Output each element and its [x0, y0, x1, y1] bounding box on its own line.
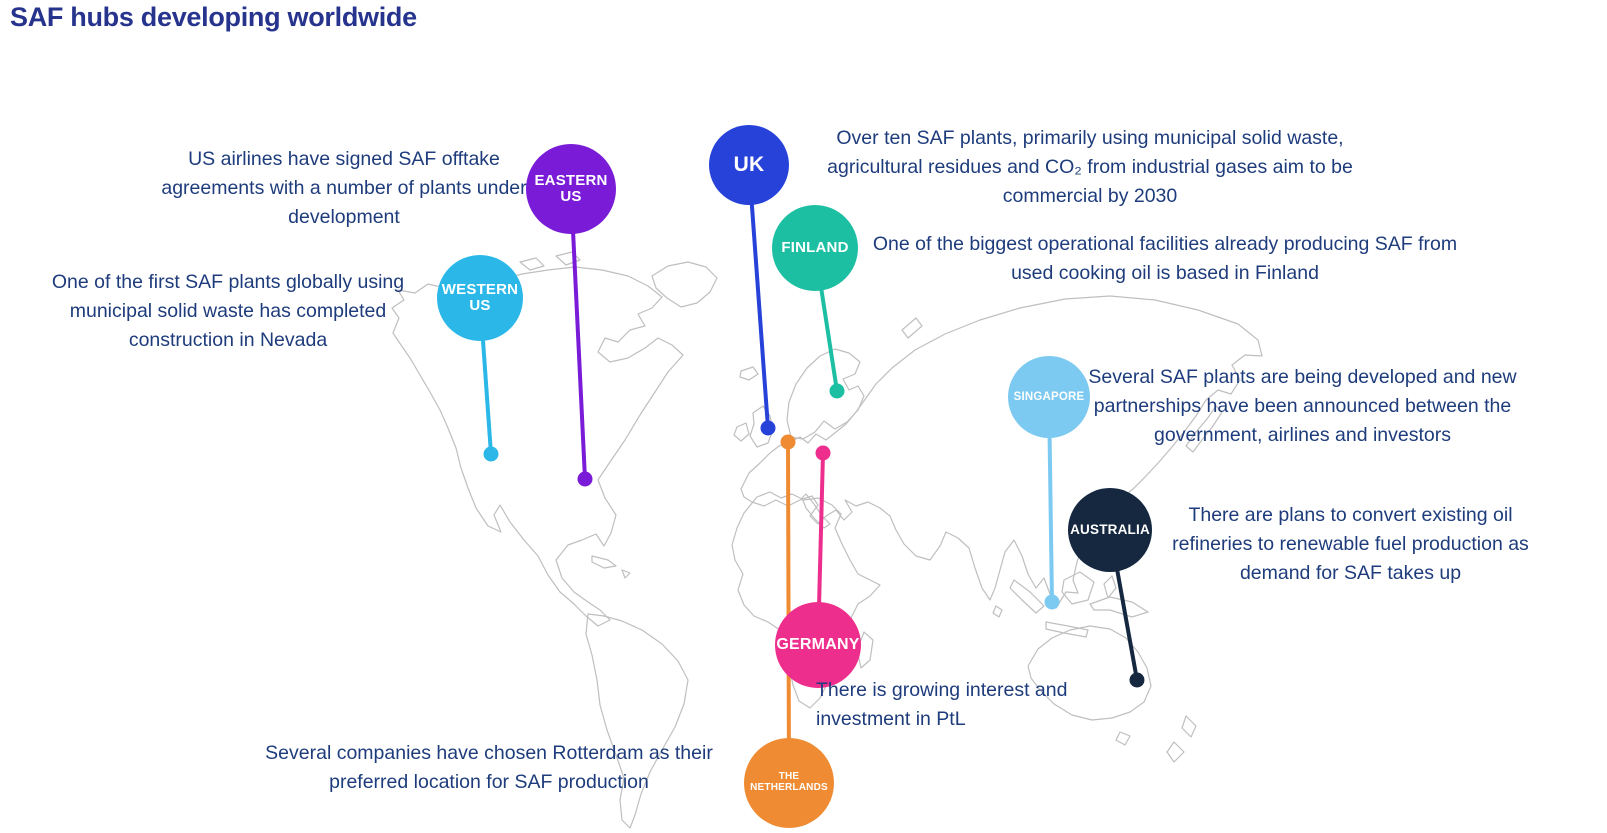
- map-dot-germany: [815, 445, 831, 461]
- hub-bubble-uk: UK: [709, 125, 789, 205]
- hub-bubble-western-us: WESTERN US: [437, 255, 523, 341]
- hub-bubble-netherlands: THE NETHERLANDS: [744, 738, 834, 828]
- hub-map-dots: [483, 383, 1145, 688]
- hub-description-uk: Over ten SAF plants, primarily using mun…: [827, 127, 1353, 207]
- map-dot-western-us: [483, 446, 499, 462]
- landmass-italy: [801, 493, 831, 529]
- hub-description-finland: One of the biggest operational facilitie…: [872, 233, 1458, 284]
- landmass-new-zealand: [1166, 715, 1197, 763]
- landmass-new-guinea: [1089, 596, 1149, 618]
- page-title: SAF hubs developing worldwide: [10, 2, 417, 32]
- landmass-eurasia: [740, 295, 1263, 609]
- hub-bubble-finland: FINLAND: [772, 205, 858, 291]
- map-dot-australia: [1129, 672, 1145, 688]
- map-dot-netherlands: [780, 434, 796, 450]
- landmass-japan: [1185, 405, 1223, 453]
- stem-eastern-us: [569, 188, 587, 480]
- hub-bubble-singapore: SINGAPORE: [1008, 356, 1090, 438]
- hub-description-eastern-us: US airlines have signed SAF offtake agre…: [161, 148, 527, 228]
- landmass-novaya-zemlya: [901, 317, 923, 339]
- landmass-south-america: [585, 613, 689, 829]
- hub-description-australia: There are plans to convert existing oil …: [1172, 504, 1529, 584]
- hub-description-singapore: Several SAF plants are being developed a…: [1088, 366, 1517, 446]
- map-dot-singapore: [1044, 594, 1060, 610]
- landmass-greenland: [651, 261, 759, 381]
- landmass-australia: [1027, 625, 1152, 746]
- hub-bubble-germany: GERMANY: [775, 602, 861, 688]
- landmass-madagascar: [856, 605, 1003, 669]
- landmass-southeast-asia-islands: [1009, 531, 1125, 638]
- hub-bubble-australia: AUSTRALIA: [1068, 488, 1152, 572]
- landmass-scandinavia: [786, 348, 865, 440]
- hub-description-western-us: One of the first SAF plants globally usi…: [51, 271, 405, 351]
- map-dot-uk: [760, 420, 776, 436]
- map-dot-eastern-us: [577, 471, 593, 487]
- hub-description-netherlands: Several companies have chosen Rotterdam …: [265, 742, 713, 793]
- landmass-caribbean: [591, 555, 631, 579]
- stem-uk: [747, 164, 770, 429]
- landmass-north-america: [391, 266, 684, 627]
- hub-bubble-eastern-us: EASTERN US: [526, 144, 616, 234]
- hub-description-germany: There is growing interest and investment…: [816, 679, 1068, 730]
- map-dot-finland: [829, 383, 845, 399]
